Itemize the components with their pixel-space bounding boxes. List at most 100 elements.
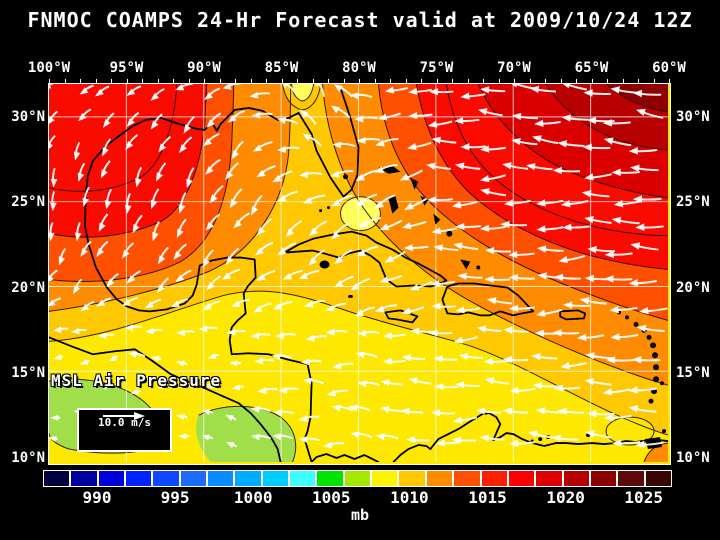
longitude-axis: 100°W 95°W 90°W 85°W 80°W 75°W 70°W 65°W 60°W	[0, 60, 720, 77]
lon-tick	[111, 79, 112, 84]
lon-label: 80°W	[342, 60, 376, 76]
lon-tick	[281, 79, 283, 84]
colorbar-cell	[454, 471, 480, 486]
map-canvas: MSL Air Pressure 10.0 m/s	[48, 83, 671, 465]
lat-label: 25°N	[676, 194, 710, 210]
lon-label: 90°W	[187, 60, 221, 76]
colorbar-tick-label: 990	[82, 488, 112, 507]
colorbar-cell	[372, 471, 398, 486]
lon-tick	[250, 79, 252, 84]
lon-label: 65°W	[574, 60, 609, 76]
lon-tick	[297, 79, 298, 84]
colorbar-tick-label: 1020	[546, 488, 585, 507]
lon-tick	[514, 79, 515, 84]
lon-tick	[421, 79, 422, 84]
lon-label: 95°W	[109, 60, 144, 76]
lon-tick	[653, 79, 655, 84]
lon-tick	[669, 79, 670, 84]
lat-label: 25°N	[11, 194, 45, 210]
lon-tick	[188, 79, 190, 84]
colorbar-cell	[399, 471, 425, 486]
colorbar-cell	[645, 471, 671, 486]
lon-tick	[95, 79, 97, 84]
lon-tick	[266, 79, 267, 84]
lon-label: 85°W	[264, 60, 299, 76]
lon-tick	[64, 79, 66, 84]
lon-label: 60°W	[652, 60, 686, 76]
lat-label: 20°N	[676, 280, 710, 296]
colorbar-cell	[618, 471, 644, 486]
wind-scale-legend: 10.0 m/s	[77, 408, 172, 452]
longitude-ticks	[0, 79, 720, 84]
lon-label: 75°W	[419, 60, 454, 76]
lon-tick	[529, 79, 531, 84]
lon-tick	[235, 79, 236, 84]
lon-tick	[638, 79, 639, 84]
lon-tick	[436, 79, 438, 84]
colorbar-cell	[290, 471, 316, 486]
lon-tick	[405, 79, 407, 84]
lon-tick	[467, 79, 469, 84]
lat-label: 10°N	[11, 450, 45, 466]
colorbar-tick-label: 995	[160, 488, 190, 507]
lat-label: 20°N	[11, 280, 45, 296]
lon-tick	[452, 79, 453, 84]
colorbar-tick-label: 1025	[624, 488, 663, 507]
lon-tick	[359, 79, 360, 84]
wind-speed-label: 10.0 m/s	[98, 416, 151, 429]
colorbar-cell	[208, 471, 234, 486]
lat-label: 15°N	[11, 365, 45, 381]
page-title: FNMOC COAMPS 24-Hr Forecast valid at 200…	[27, 8, 693, 32]
lon-tick	[219, 79, 221, 84]
colorbar-cell	[426, 471, 453, 486]
colorbar-cell	[344, 471, 371, 486]
colorbar-tick-label: 1000	[233, 488, 273, 507]
lon-tick	[328, 79, 329, 84]
colorbar-tick-label: 1010	[390, 488, 429, 507]
colorbar-tick-label: 1015	[468, 488, 507, 507]
lon-label: 70°W	[497, 60, 531, 76]
pressure-field-label: MSL Air Pressure	[51, 371, 222, 390]
lon-tick	[204, 79, 205, 84]
lon-tick	[591, 79, 593, 84]
pressure-colorbar	[43, 470, 672, 487]
colorbar-cell	[508, 471, 535, 486]
colorbar-cell	[98, 471, 125, 486]
lon-label: 100°W	[27, 60, 71, 76]
colorbar-cell	[481, 471, 507, 486]
colorbar-cell	[180, 471, 207, 486]
colorbar-unit: mb	[350, 506, 370, 524]
colorbar-cell	[153, 471, 179, 486]
lon-tick	[560, 79, 562, 84]
lon-tick	[49, 79, 50, 84]
lon-tick	[498, 79, 500, 84]
lat-label: 15°N	[676, 365, 710, 381]
colorbar-tick-label: 1005	[312, 488, 351, 507]
lon-tick	[157, 79, 159, 84]
colorbar-tick-labels: 990 995 1000 1005 1010 1015 1020 1025	[0, 488, 720, 507]
colorbar-cell	[262, 471, 289, 486]
lon-tick	[312, 79, 314, 84]
lon-tick	[483, 79, 484, 84]
lon-tick	[545, 79, 546, 84]
lat-label: 10°N	[676, 450, 710, 466]
lon-tick	[173, 79, 174, 84]
colorbar-cell	[126, 471, 152, 486]
lon-tick	[607, 79, 608, 84]
wind-scale-arrow-icon	[103, 412, 145, 420]
colorbar-cell	[536, 471, 562, 486]
lon-tick	[80, 79, 81, 84]
lon-tick	[390, 79, 391, 84]
lon-tick	[343, 79, 345, 84]
colorbar-cell	[563, 471, 589, 486]
lon-tick	[374, 79, 376, 84]
lon-tick	[126, 79, 128, 84]
lon-tick	[142, 79, 143, 84]
colorbar-cell	[44, 471, 70, 486]
colorbar-cell	[590, 471, 617, 486]
lat-label: 30°N	[676, 109, 710, 125]
colorbar-cell	[71, 471, 97, 486]
lat-label: 30°N	[11, 109, 45, 125]
lon-tick	[622, 79, 624, 84]
